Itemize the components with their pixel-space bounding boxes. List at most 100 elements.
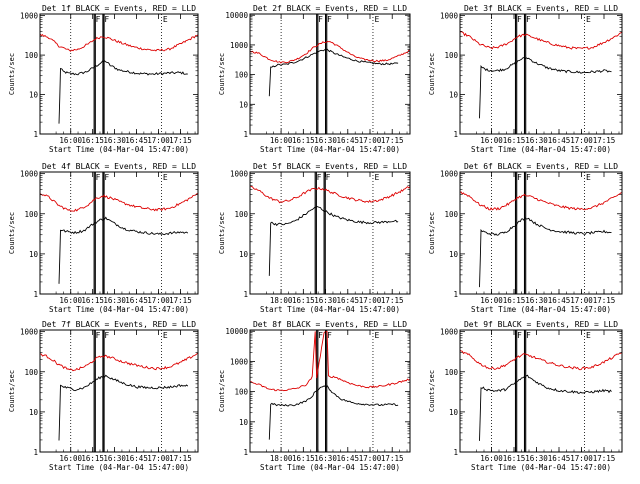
lld-trace bbox=[249, 330, 411, 392]
x-tick-label: 16:45 bbox=[336, 136, 359, 145]
y-tick-label: 1 bbox=[243, 130, 248, 139]
marker-label: F bbox=[96, 15, 101, 24]
lld-trace bbox=[39, 33, 199, 52]
x-tick-label: 16:00 bbox=[480, 454, 503, 463]
x-tick-label: 16:15 bbox=[81, 136, 104, 145]
y-tick-label: 100 bbox=[444, 51, 458, 60]
y-tick-label: 10 bbox=[239, 100, 249, 109]
panel-title: Det 9f BLACK = Events, RED = LLD bbox=[464, 320, 618, 329]
x-tick-label: 17:15 bbox=[593, 136, 616, 145]
y-axis-label: Counts/sec bbox=[8, 212, 16, 254]
marker-label: F bbox=[517, 331, 522, 340]
y-tick-label: 100 bbox=[24, 368, 38, 377]
x-tick-label: 16:45 bbox=[125, 454, 148, 463]
x-tick-label: 16:15 bbox=[503, 296, 526, 305]
x-tick-label: 16:00 bbox=[480, 296, 503, 305]
panel-title: Det 1f BLACK = Events, RED = LLD bbox=[42, 4, 196, 13]
x-axis-label: Start Time (04-Mar-04 15:47:00) bbox=[471, 463, 611, 472]
marker-label: E bbox=[586, 15, 591, 24]
marker-label: F bbox=[318, 15, 323, 24]
x-tick-label: 17:15 bbox=[169, 296, 192, 305]
y-axis-label: Counts/sec bbox=[8, 370, 16, 412]
marker-label: E bbox=[374, 331, 379, 340]
x-tick-label: 16:00 bbox=[59, 136, 82, 145]
y-tick-label: 1000 bbox=[230, 357, 249, 366]
panel-title: Det 3f BLACK = Events, RED = LLD bbox=[464, 4, 618, 13]
x-tick-label: 17:00 bbox=[570, 454, 593, 463]
x-tick-label: 16:15 bbox=[503, 136, 526, 145]
panel-4: Det 4f BLACK = Events, RED = LLD F F E 1 10 10… bbox=[8, 162, 199, 314]
events-trace bbox=[58, 216, 189, 284]
x-tick-label: 16:15 bbox=[292, 454, 315, 463]
marker-label: E bbox=[163, 173, 168, 182]
plot-frame bbox=[249, 171, 411, 295]
lld-trace bbox=[459, 31, 623, 50]
y-tick-label: 100 bbox=[24, 51, 38, 60]
x-tick-label: 17:15 bbox=[381, 454, 404, 463]
x-tick-label: 17:15 bbox=[593, 454, 616, 463]
y-axis-label: Counts/sec bbox=[428, 212, 436, 254]
x-tick-label: 16:45 bbox=[125, 136, 148, 145]
y-tick-label: 1 bbox=[453, 290, 458, 299]
x-tick-label: 16:30 bbox=[103, 136, 126, 145]
marker-label: F bbox=[327, 15, 332, 24]
y-tick-label: 1 bbox=[243, 448, 248, 457]
y-tick-label: 1000 bbox=[230, 170, 249, 179]
plot-frame bbox=[459, 171, 623, 295]
marker-label: F bbox=[104, 173, 109, 182]
x-axis-label: Start Time (04-Mar-04 15:47:00) bbox=[471, 305, 611, 314]
events-trace bbox=[479, 374, 612, 441]
y-axis-label: Counts/sec bbox=[428, 53, 436, 95]
x-axis-label: Start Time (04-Mar-04 15:47:00) bbox=[260, 305, 400, 314]
panel-2: Det 2f BLACK = Events, RED = LLD F F E 1 10 10… bbox=[218, 4, 411, 154]
y-axis-label: Counts/sec bbox=[218, 212, 226, 254]
x-tick-label: 16:00 bbox=[480, 136, 503, 145]
events-trace bbox=[268, 48, 399, 97]
y-tick-label: 10 bbox=[449, 408, 459, 417]
x-tick-label: 16:45 bbox=[548, 136, 571, 145]
marker-label: F bbox=[104, 331, 109, 340]
y-tick-label: 1 bbox=[33, 448, 38, 457]
y-tick-label: 10 bbox=[29, 250, 39, 259]
panel-title: Det 7f BLACK = Events, RED = LLD bbox=[42, 320, 196, 329]
x-tick-label: 16:30 bbox=[103, 296, 126, 305]
panel-8: Det 8f BLACK = Events, RED = LLD F F E 1 10 10… bbox=[218, 320, 411, 472]
x-tick-label: 16:30 bbox=[525, 136, 548, 145]
marker-label: F bbox=[326, 173, 331, 182]
y-tick-label: 10000 bbox=[225, 327, 248, 336]
panel-title: Det 2f BLACK = Events, RED = LLD bbox=[253, 4, 407, 13]
y-tick-label: 1000 bbox=[20, 328, 39, 337]
y-tick-label: 1 bbox=[453, 448, 458, 457]
events-trace bbox=[58, 374, 189, 441]
y-tick-label: 1 bbox=[453, 130, 458, 139]
panel-title: Det 8f BLACK = Events, RED = LLD bbox=[253, 320, 407, 329]
panel-7: Det 7f BLACK = Events, RED = LLD F F E 1 10 10… bbox=[8, 320, 199, 472]
lld-trace bbox=[249, 185, 411, 204]
panel-6: Det 6f BLACK = Events, RED = LLD F F E 1 10 10… bbox=[428, 162, 623, 314]
y-tick-label: 100 bbox=[234, 388, 248, 397]
x-tick-label: 17:15 bbox=[169, 136, 192, 145]
marker-label: E bbox=[163, 15, 168, 24]
x-tick-label: 16:30 bbox=[314, 454, 337, 463]
marker-label: F bbox=[517, 15, 522, 24]
y-tick-label: 1000 bbox=[20, 12, 39, 21]
x-axis-label: Start Time (04-Mar-04 15:47:00) bbox=[49, 463, 189, 472]
events-trace bbox=[268, 384, 399, 440]
x-tick-label: 18:00 bbox=[270, 296, 293, 305]
panel-3: Det 3f BLACK = Events, RED = LLD F F E 1 10 10… bbox=[428, 4, 623, 154]
x-tick-label: 18:00 bbox=[270, 454, 293, 463]
x-tick-label: 16:15 bbox=[292, 296, 315, 305]
plot-frame bbox=[249, 329, 411, 453]
marker-label: E bbox=[586, 331, 591, 340]
plot-frame bbox=[459, 13, 623, 135]
x-tick-label: 16:15 bbox=[503, 454, 526, 463]
plot-frame bbox=[459, 329, 623, 453]
panel-title: Det 4f BLACK = Events, RED = LLD bbox=[42, 162, 196, 171]
x-tick-label: 17:15 bbox=[169, 454, 192, 463]
x-tick-label: 17:00 bbox=[359, 136, 382, 145]
events-trace bbox=[479, 56, 612, 119]
marker-label: F bbox=[317, 173, 322, 182]
y-tick-label: 100 bbox=[234, 71, 248, 80]
marker-label: E bbox=[374, 15, 379, 24]
plot-frame bbox=[39, 13, 199, 135]
